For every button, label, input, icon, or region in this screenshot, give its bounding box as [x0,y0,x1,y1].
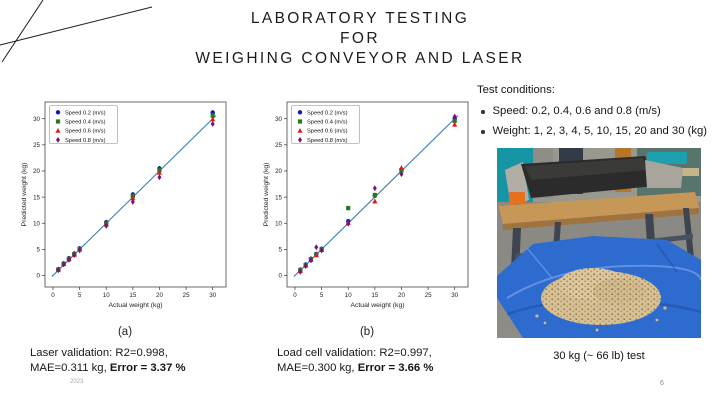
svg-text:Speed 0.6 (m/s): Speed 0.6 (m/s) [65,129,106,135]
svg-text:5: 5 [78,292,82,299]
load-cell-validation-scatter-chart: 0 5 10 15 20 25 30 0 5 10 15 20 25 30 Actual weight (k… [260,97,474,313]
svg-text:10: 10 [275,220,282,227]
caption-a-mae: MAE=0.311 kg, [30,361,110,374]
caption-b-mae: MAE=0.300 kg, [277,361,358,374]
bullet-weight-text: Weight: 1, 2, 3, 4, 5, 10, 15, 20 and 30… [492,125,708,137]
svg-text:Actual weight (kg): Actual weight (kg) [350,302,404,309]
svg-text:0: 0 [51,292,55,299]
title-line-1: LABORATORY TESTING [250,10,470,27]
svg-text:20: 20 [156,292,163,299]
svg-text:Speed 0.6 (m/s): Speed 0.6 (m/s) [307,129,348,135]
svg-text:Speed 0.2 (m/s): Speed 0.2 (m/s) [65,110,106,116]
svg-text:Actual weight (kg): Actual weight (kg) [108,302,162,309]
svg-text:15: 15 [275,194,282,201]
chart-b-label: (b) [359,326,375,338]
footer-year: 2023 [70,379,84,385]
caption-b-line1: Load cell validation: R2=0.997, [277,347,432,359]
svg-text:Predicted weight (kg): Predicted weight (kg) [21,163,28,227]
title-line-3: WEIGHING CONVEYOR AND LASER [195,50,525,67]
svg-text:15: 15 [33,194,40,201]
bullet-dot [481,130,485,134]
photo-caption: 30 kg (~ 66 lb) test [553,350,645,362]
caption-a-error: Error = 3.37 % [109,361,186,374]
svg-text:30: 30 [451,292,458,299]
caption-a-line1: Laser validation: R2=0.998, [30,347,168,359]
svg-text:Speed 0.2 (m/s): Speed 0.2 (m/s) [307,110,348,116]
svg-text:20: 20 [398,292,405,299]
corner-decoration-lines [0,0,153,63]
svg-text:25: 25 [275,142,282,149]
laser-validation-caption: Laser validation: R2=0.998, MAE=0.311 kg… [30,346,265,375]
svg-text:20: 20 [275,168,282,175]
caption-b-error: Error = 3.66 % [357,361,434,374]
svg-text:0: 0 [37,273,41,280]
lab-photo [497,148,701,338]
svg-text:10: 10 [345,292,352,299]
caption-b-line2: MAE=0.300 kg, Error = 3.66 % [277,361,512,376]
chart-a-label: (a) [117,326,133,338]
conveyor-belt [505,156,683,210]
svg-text:5: 5 [37,247,41,254]
load-cell-validation-caption: Load cell validation: R2=0.997, MAE=0.30… [277,346,512,375]
svg-text:10: 10 [33,220,40,227]
svg-text:15: 15 [129,292,136,299]
svg-text:20: 20 [33,168,40,175]
svg-text:15: 15 [371,292,378,299]
test-conditions: Test conditions: Speed: 0.2, 0.4, 0.6 an… [477,84,715,145]
svg-text:25: 25 [33,142,40,149]
bullet-speed-text: Speed: 0.2, 0.4, 0.6 and 0.8 (m/s) [492,105,661,117]
svg-text:Speed 0.8 (m/s): Speed 0.8 (m/s) [307,138,348,144]
svg-text:25: 25 [425,292,432,299]
title-line-2: FOR [340,30,380,47]
bullet-weight: Weight: 1, 2, 3, 4, 5, 10, 15, 20 and 30… [477,125,715,137]
slide-title: LABORATORY TESTING FOR WEIGHING CONVEYOR… [0,9,720,69]
svg-text:Speed 0.8 (m/s): Speed 0.8 (m/s) [65,138,106,144]
test-conditions-heading: Test conditions: [477,84,555,96]
svg-text:Predicted weight (kg): Predicted weight (kg) [263,163,270,227]
svg-text:30: 30 [209,292,216,299]
page-number: 6 [660,380,664,387]
svg-text:30: 30 [275,116,282,123]
svg-text:Speed 0.4 (m/s): Speed 0.4 (m/s) [65,120,106,126]
svg-text:5: 5 [279,247,283,254]
svg-text:25: 25 [183,292,190,299]
svg-text:Speed 0.4 (m/s): Speed 0.4 (m/s) [307,120,348,126]
caption-a-line2: MAE=0.311 kg, Error = 3.37 % [30,361,265,376]
svg-text:30: 30 [33,116,40,123]
svg-text:5: 5 [320,292,324,299]
laser-validation-scatter-chart: 0 5 10 15 20 25 30 0 5 10 15 20 25 30 Actual weight (k… [18,97,232,313]
svg-text:0: 0 [293,292,297,299]
svg-text:0: 0 [279,273,283,280]
pellet-pile [535,268,667,332]
bullet-speed: Speed: 0.2, 0.4, 0.6 and 0.8 (m/s) [477,105,715,117]
svg-text:10: 10 [103,292,110,299]
bullet-dot [481,110,485,114]
